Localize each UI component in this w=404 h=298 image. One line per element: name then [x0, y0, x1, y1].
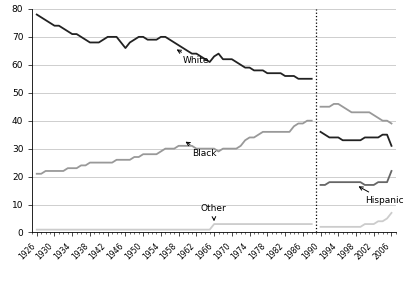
Text: Black: Black: [186, 142, 217, 158]
Text: Other: Other: [201, 204, 227, 220]
Text: Hispanic: Hispanic: [360, 187, 404, 205]
Text: White: White: [177, 50, 210, 66]
